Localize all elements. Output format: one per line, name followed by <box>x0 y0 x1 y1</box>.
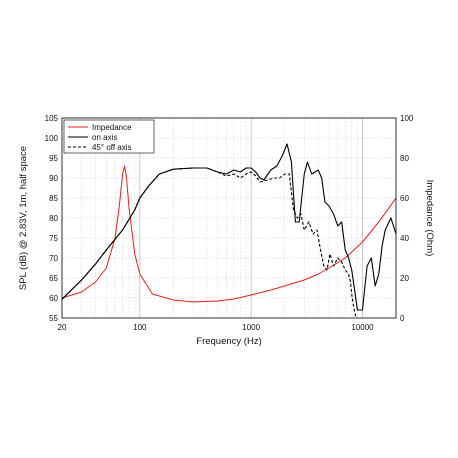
legend-label-on-axis: on axis <box>92 133 117 142</box>
y-left-tick-label: 55 <box>49 314 58 323</box>
y-right-tick-label: 0 <box>400 314 405 323</box>
grid <box>61 117 397 319</box>
y-left-tick-label: 100 <box>45 134 59 143</box>
y-right-tick-label: 60 <box>400 194 409 203</box>
y-left-tick-label: 80 <box>49 214 58 223</box>
series-layer <box>62 143 396 318</box>
plot-frame <box>61 117 397 319</box>
impedance-curve <box>62 165 396 303</box>
y-axis-right-title: Impedance (Ohm) <box>424 180 435 257</box>
off-axis-curve <box>62 167 357 318</box>
y-right-tick-label: 20 <box>400 274 409 283</box>
x-tick-label: 10000 <box>351 323 374 332</box>
y-left-tick-label: 105 <box>45 114 59 123</box>
legend-label-off-axis: 45° off axis <box>92 143 132 152</box>
legend-label-impedance: Impedance <box>92 123 132 132</box>
y-left-tick-label: 85 <box>49 194 58 203</box>
y-left-tick-label: 75 <box>49 234 58 243</box>
legend: Impedance on axis 45° off axis <box>63 119 155 154</box>
x-tick-label: 100 <box>133 323 147 332</box>
y-right-tick-label: 100 <box>400 114 414 123</box>
y-right-tick-label: 80 <box>400 154 409 163</box>
y-axis-left-title: SPL (dB) @ 2.83V, 1m, half space <box>18 146 29 290</box>
y-right-tick-label: 40 <box>400 234 409 243</box>
y-left-tick-label: 60 <box>49 294 58 303</box>
x-axis-title: Frequency (Hz) <box>196 336 261 347</box>
y-left-tick-label: 95 <box>49 154 58 163</box>
y-left-tick-label: 65 <box>49 274 58 283</box>
x-tick-label: 20 <box>58 323 67 332</box>
ticks-layer: 20 100 1000 10000 55 60 65 70 75 80 85 90 95 100 105 0 2… <box>45 114 414 332</box>
y-left-tick-label: 90 <box>49 174 58 183</box>
y-left-tick-label: 70 <box>49 254 58 263</box>
x-tick-label: 1000 <box>242 323 260 332</box>
